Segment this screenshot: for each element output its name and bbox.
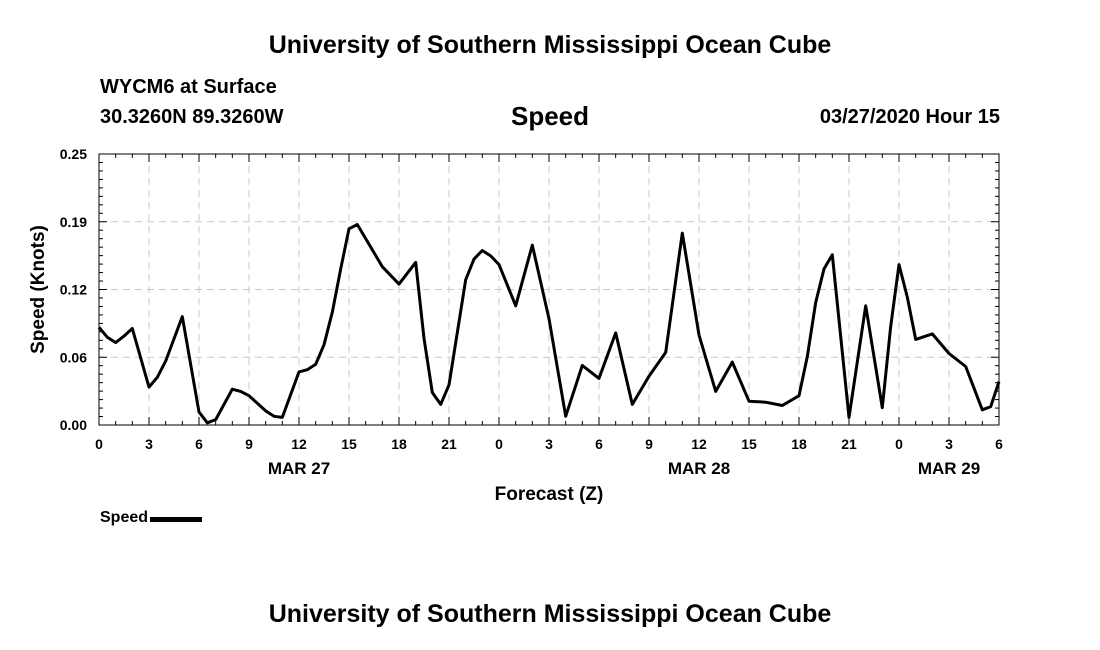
x-tick-label: 3 [145,436,153,452]
x-tick-label: 12 [691,436,707,452]
x-tick-label: 0 [95,436,103,452]
x-tick-label: 9 [245,436,253,452]
y-tick-label: 0.25 [60,146,87,162]
x-date-label: MAR 29 [918,459,980,478]
x-tick-label: 18 [791,436,807,452]
top-title: University of Southern Mississippi Ocean… [268,31,832,59]
datetime-label: 03/27/2020 Hour 15 [819,106,1000,128]
x-tick-label: 21 [841,436,857,452]
chart-title: Speed [510,101,590,131]
x-tick-label: 0 [895,436,903,452]
series-line-speed [97,223,1001,425]
station-label: WYCM6 at Surface [100,76,277,98]
x-date-label: MAR 27 [268,459,330,478]
x-date-label: MAR 28 [668,459,730,478]
y-tick-label: 0.19 [60,214,87,230]
legend-label: Speed [100,509,149,526]
x-tick-label: 9 [645,436,653,452]
x-tick-label: 3 [545,436,553,452]
y-axis-label: Speed (Knots) [28,225,49,354]
x-tick-label: 21 [441,436,457,452]
x-axis-label: Forecast (Z) [495,484,604,505]
legend: Speed [100,509,203,527]
plot-frame [98,153,1000,426]
x-tick-label: 6 [195,436,203,452]
legend-swatch [150,517,203,522]
y-tick-label: 0.12 [60,282,87,298]
coordinates-label: 30.3260N 89.3260W [100,106,284,128]
x-tick-label: 15 [341,436,357,452]
y-tick-label: 0.00 [60,417,87,433]
x-tick-label: 0 [495,436,503,452]
x-tick-label: 15 [741,436,757,452]
y-tick-label: 0.06 [60,349,87,365]
x-tick-label: 12 [291,436,307,452]
x-tick-label: 6 [595,436,603,452]
bottom-title: University of Southern Mississippi Ocean… [268,600,832,628]
x-tick-label: 3 [945,436,953,452]
x-tick-label: 6 [995,436,1003,452]
x-tick-label: 18 [391,436,407,452]
